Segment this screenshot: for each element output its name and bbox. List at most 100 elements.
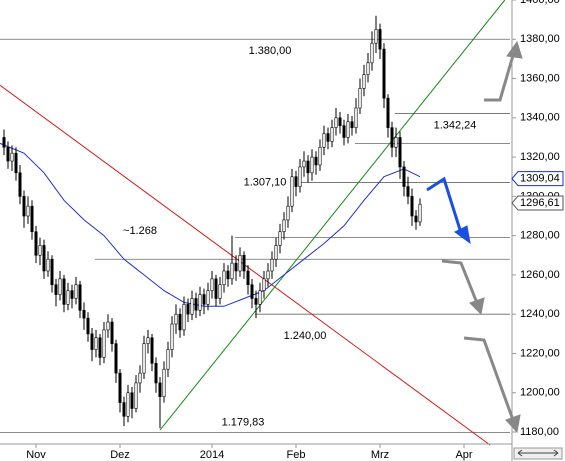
candle-body [22,196,26,217]
level-label: 1.342,24 [434,119,477,131]
candle-body [386,97,390,128]
candle-body [154,362,158,384]
candle-body [314,156,318,166]
y-tick-label: 1320,00 [520,151,560,163]
candle-body [74,284,78,299]
candle-body [226,270,230,280]
candle-body [346,121,350,138]
candle-body [262,278,266,291]
candle-body [138,372,142,384]
candle-body [298,166,302,187]
price-tag-label: 1309,04 [520,173,560,185]
candle-body [198,294,202,311]
candle-body [118,372,122,403]
candle-body [182,304,186,331]
candle-body [98,337,102,358]
price-tag-box [511,195,564,211]
candle-body [186,304,190,315]
candle-body [382,48,386,99]
grey-arrow [463,336,515,421]
candle-body [126,392,130,417]
level-label: 1.380,00 [249,45,292,57]
candle-body [170,323,174,350]
candle-body [358,88,362,109]
candle-body [370,42,374,64]
candle-body [66,290,70,305]
y-tick-label: 1340,00 [520,112,560,124]
candle-body [146,337,150,344]
candle-body [410,196,414,217]
level-label: 1.179,83 [222,416,265,428]
candle-body [62,278,66,305]
candle-body [54,284,58,295]
candle-body [290,176,294,207]
x-tick-label: Apr [455,449,472,461]
candle-body [70,290,74,299]
candle-body [34,231,38,256]
grey-arrow-head [506,40,523,59]
annotation-arrows [426,40,523,434]
candle-body [114,343,118,374]
candle-body [330,127,334,142]
candle-body [202,294,206,305]
candle-body [334,117,338,128]
grey-arrow [484,51,516,102]
level-label: 1.307,10 [244,176,287,188]
y-tick-label: 1220,00 [520,347,560,359]
scroll-control[interactable] [513,447,563,460]
candle-body [238,254,242,272]
grey-arrow-head [469,297,485,316]
candle-body [18,172,22,197]
candle-body [310,156,314,174]
x-tick-label: Mrz [371,449,389,461]
y-tick-label: 1180,00 [520,426,559,438]
candle-body [38,245,42,256]
plot-area: 1.380,00 1.342,24 1.307,10 ~1.268 1.240,00 1.… [0,0,510,446]
candle-body [110,321,114,344]
candle-body [214,278,218,299]
candle-body [246,270,250,286]
candle-body [350,121,354,128]
candle-body [78,284,82,311]
candle-body [398,137,402,168]
candle-body [142,343,146,374]
candle-body [266,270,270,280]
grey-arrow [441,259,479,304]
candle-body [218,284,222,299]
x-tick-label: 2014 [200,449,224,461]
y-tick-label: 1400,00 [520,0,560,6]
candle-body [306,160,310,174]
candle-body [254,298,258,305]
y-tick-label: 1240,00 [520,308,560,320]
x-tick-label: Nov [26,449,46,461]
candle-body [302,160,306,168]
candle-body [194,298,198,311]
scroll-icon [517,449,559,457]
price-tag-label: 1296,61 [520,197,560,209]
candle-body [58,278,62,295]
candle-body [102,329,106,358]
candle-body [6,146,10,162]
y-tick-label: 1260,00 [520,269,560,281]
candle-body [122,402,126,417]
candle-body [14,152,18,174]
candle-body [418,203,422,223]
candle-body [190,298,194,315]
candle-body [106,321,110,331]
candle-body [46,258,50,272]
candle-body [342,125,346,138]
candle-body [206,290,210,305]
candle-body [2,137,6,148]
candle-body [414,215,418,223]
candle-body [338,117,342,126]
candle-body [82,309,86,319]
y-tick-label: 1380,00 [520,33,560,45]
candle-body [134,382,138,409]
candle-body [270,258,274,272]
candle-body [26,205,30,217]
candle-body [378,29,382,50]
level-label: 1.240,00 [284,330,327,342]
y-tick-label: 1280,00 [520,230,560,242]
grey-arrow-head [505,414,521,434]
